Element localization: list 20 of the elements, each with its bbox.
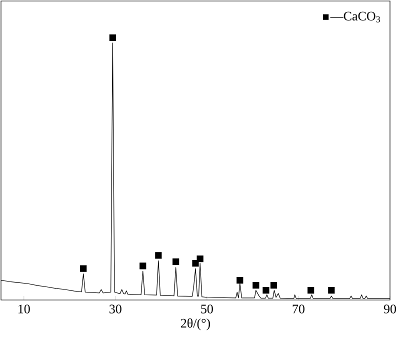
x-tick-label: 50: [201, 304, 213, 314]
point: [109, 34, 116, 42]
point: [172, 258, 180, 266]
point: [140, 262, 146, 270]
point: [192, 260, 199, 267]
point: [270, 282, 278, 289]
point: [236, 277, 244, 284]
point: [308, 286, 314, 294]
point: [252, 282, 260, 289]
legend-label: —CaCO$_{3}$: [330, 12, 380, 22]
x-tick-label: 10: [18, 304, 30, 314]
x-tick-label: 30: [110, 304, 122, 314]
x-axis-title: 2θ/(°): [180, 318, 210, 330]
x-tick-label: 70: [292, 304, 304, 314]
point: [80, 265, 87, 272]
point: [328, 286, 335, 294]
point: [196, 256, 204, 262]
x-tick-label: 90: [384, 304, 396, 314]
point: [262, 286, 270, 294]
point: [155, 252, 162, 259]
